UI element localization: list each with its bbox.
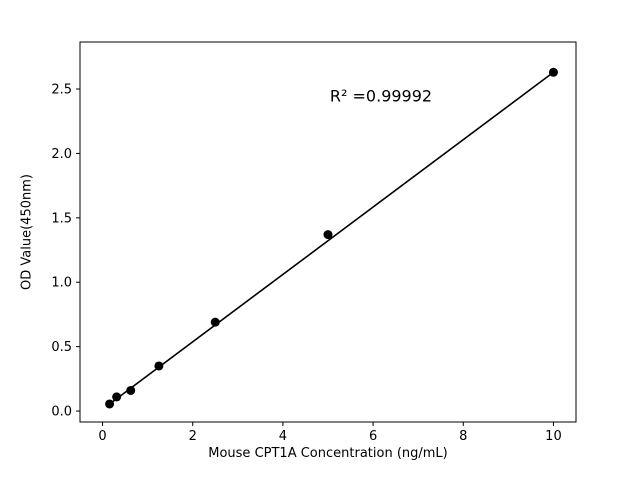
data-point bbox=[323, 230, 333, 240]
x-tick-label: 8 bbox=[459, 429, 467, 444]
x-tick-label: 0 bbox=[98, 429, 106, 444]
plot-border bbox=[79, 41, 577, 423]
y-tick-label: 0.0 bbox=[51, 405, 72, 420]
data-point bbox=[112, 392, 122, 402]
y-axis-label: OD Value(450nm) bbox=[19, 174, 35, 290]
x-tick-label: 4 bbox=[279, 429, 287, 444]
x-tick-label: 10 bbox=[545, 429, 562, 444]
data-point bbox=[210, 317, 220, 327]
x-tick-label: 6 bbox=[369, 429, 377, 444]
y-tick-label: 2.5 bbox=[51, 83, 72, 98]
data-point bbox=[548, 67, 558, 77]
y-tick-label: 0.5 bbox=[51, 340, 72, 355]
y-tick-label: 2.0 bbox=[51, 147, 72, 162]
x-axis-label: Mouse CPT1A Concentration (ng/mL) bbox=[208, 446, 448, 461]
y-tick-label: 1.0 bbox=[51, 276, 72, 291]
fit-line bbox=[109, 71, 554, 405]
y-tick-label: 1.5 bbox=[51, 211, 72, 226]
data-point bbox=[105, 399, 115, 409]
r-squared-annotation: R² =0.99992 bbox=[329, 86, 433, 106]
data-point bbox=[126, 385, 136, 395]
x-tick-label: 2 bbox=[189, 429, 197, 444]
data-point bbox=[154, 361, 164, 371]
